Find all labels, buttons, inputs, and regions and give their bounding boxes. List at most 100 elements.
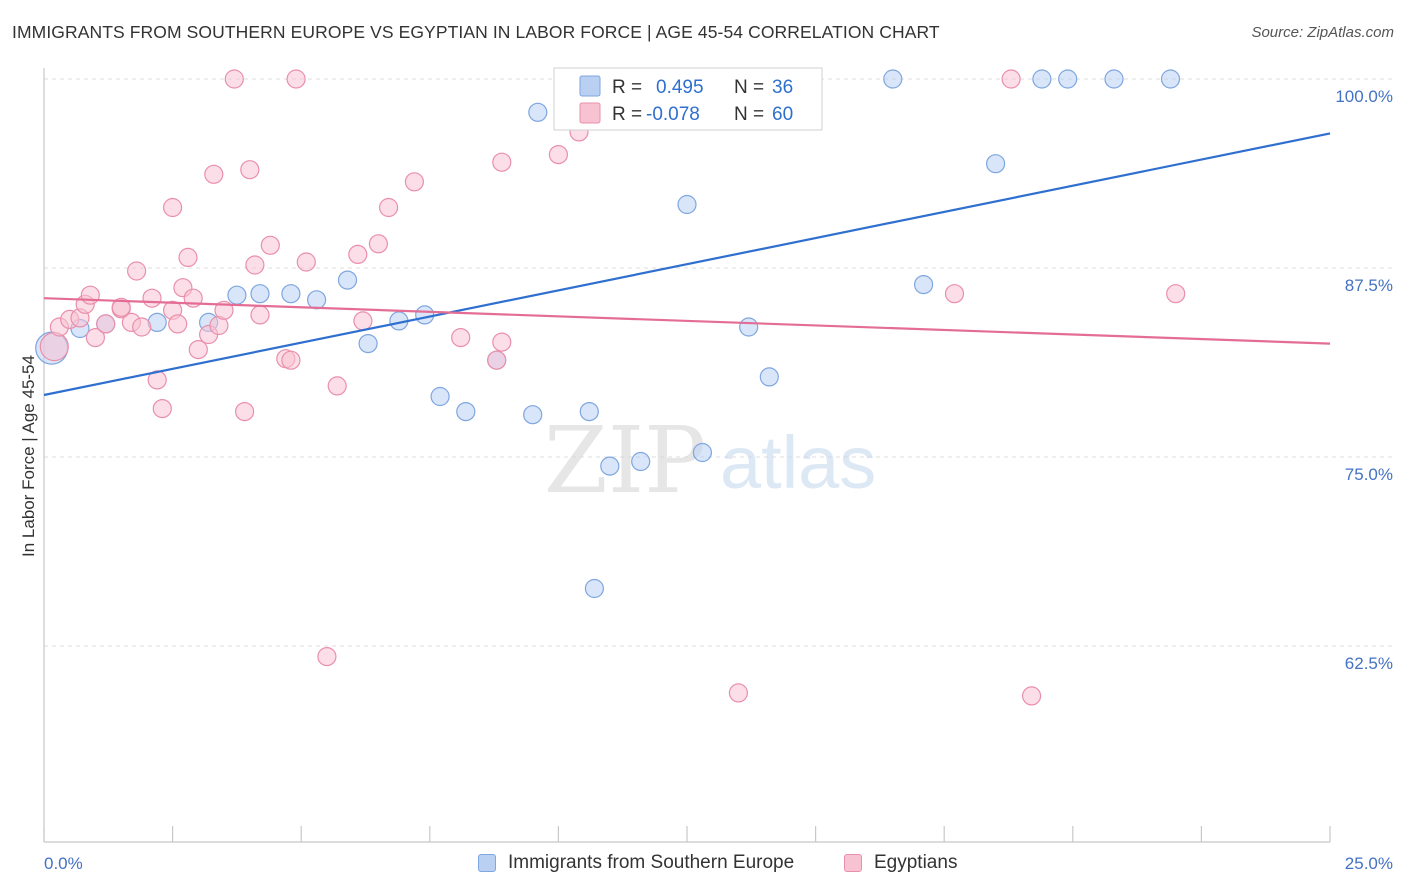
point-southern-europe: [307, 290, 327, 310]
point-southern-europe: [250, 284, 270, 304]
point-egyptians: [96, 314, 116, 334]
series-swatch-pink: [844, 854, 862, 872]
point-southern-europe: [415, 305, 435, 325]
point-egyptians: [132, 317, 152, 337]
point-southern-europe: [692, 442, 713, 463]
series-legend-item-egyptians: Egyptians: [844, 852, 957, 874]
point-southern-europe: [281, 284, 301, 304]
point-southern-europe: [913, 275, 934, 295]
point-egyptians: [235, 402, 255, 422]
point-egyptians: [163, 197, 183, 218]
legend-n-value-pink: 60: [772, 104, 793, 125]
trend-lines: [43, 132, 1331, 397]
point-egyptians: [168, 314, 188, 334]
point-southern-europe: [227, 285, 247, 305]
point-egyptians: [224, 69, 244, 89]
legend-n-label-blue: N =: [734, 77, 764, 98]
x-ticks: [43, 826, 1331, 842]
legend-r-label-pink: R =: [612, 104, 642, 125]
point-egyptians: [245, 255, 265, 275]
y-tick-label: 62.5%: [1345, 654, 1393, 673]
point-southern-europe: [584, 578, 605, 599]
watermark-zip: ZIP: [544, 407, 706, 514]
point-southern-europe: [1104, 69, 1124, 89]
point-egyptians: [39, 332, 69, 362]
y-tick-labels: 62.5% 75.0% 87.5% 100.0%: [1335, 87, 1393, 673]
point-southern-europe: [600, 456, 620, 476]
point-egyptians: [451, 328, 471, 348]
legend-r-value-pink: -0.078: [646, 104, 700, 125]
point-egyptians: [204, 164, 224, 184]
grid-lines: [44, 78, 1392, 647]
y-tick-label: 87.5%: [1345, 276, 1393, 295]
y-tick-label: 75.0%: [1345, 465, 1393, 484]
point-egyptians: [348, 244, 368, 264]
point-egyptians: [142, 288, 162, 308]
point-southern-europe: [430, 386, 450, 407]
point-egyptians: [178, 247, 198, 267]
series-swatch-blue: [478, 854, 496, 872]
point-southern-europe: [528, 102, 548, 122]
y-axis-label: In Labor Force | Age 45-54: [19, 355, 38, 557]
point-egyptians: [728, 683, 749, 703]
legend-swatch-blue: [579, 75, 601, 97]
point-egyptians: [1166, 284, 1186, 304]
watermark-atlas: atlas: [720, 421, 876, 504]
point-egyptians: [111, 297, 131, 317]
point-egyptians: [317, 646, 337, 667]
point-egyptians: [327, 376, 347, 396]
legend-r-value-blue: 0.495: [656, 77, 704, 98]
legend-n-value-blue: 36: [772, 77, 793, 98]
legend-r-label-blue: R =: [612, 77, 642, 98]
point-southern-europe: [337, 270, 358, 290]
x-tick-label-min: 0.0%: [44, 854, 83, 873]
point-egyptians: [353, 311, 373, 331]
point-egyptians: [296, 252, 316, 272]
chart-source: Source: ZipAtlas.com: [1251, 24, 1394, 41]
legend-n-label-pink: N =: [734, 104, 764, 125]
point-egyptians: [492, 332, 512, 352]
point-southern-europe: [759, 367, 779, 387]
point-egyptians: [127, 261, 147, 281]
point-egyptians: [85, 328, 106, 348]
point-southern-europe: [456, 402, 476, 422]
series-legend-label: Egyptians: [874, 852, 958, 873]
point-egyptians: [492, 152, 512, 172]
point-egyptians: [368, 234, 388, 254]
watermark: ZIP atlas: [544, 407, 876, 514]
series-legend-label: Immigrants from Southern Europe: [508, 852, 795, 873]
point-southern-europe: [579, 402, 599, 422]
point-egyptians: [250, 305, 270, 325]
trend-line-egyptians: [43, 297, 1331, 345]
point-egyptians: [80, 285, 100, 305]
y-tick-label: 100.0%: [1335, 87, 1393, 106]
point-egyptians: [240, 160, 260, 180]
point-southern-europe: [677, 194, 697, 215]
point-egyptians: [286, 69, 306, 89]
point-egyptians: [1001, 69, 1021, 89]
series-legend: Immigrants from Southern Europe Egyptian…: [0, 852, 1406, 878]
point-egyptians: [379, 197, 399, 218]
point-southern-europe: [739, 317, 759, 337]
point-southern-europe: [883, 69, 903, 89]
correlation-legend: R = 0.495 N = 36 R = -0.078 N = 60: [553, 67, 823, 131]
chart-title: IMMIGRANTS FROM SOUTHERN EUROPE VS EGYPT…: [12, 22, 940, 42]
point-southern-europe: [631, 451, 651, 472]
point-southern-europe: [1160, 69, 1181, 89]
point-southern-europe: [358, 334, 378, 354]
point-egyptians: [404, 172, 424, 192]
point-egyptians: [188, 340, 208, 360]
point-egyptians: [1021, 686, 1042, 706]
point-egyptians: [548, 145, 569, 165]
point-southern-europe: [985, 154, 1006, 174]
point-egyptians: [944, 284, 965, 304]
point-egyptians: [487, 350, 507, 370]
x-tick-label-max: 25.0%: [1345, 854, 1393, 873]
point-egyptians: [281, 350, 301, 370]
point-southern-europe: [1032, 69, 1052, 89]
trend-line-southern-europe: [43, 132, 1331, 397]
point-southern-europe: [523, 405, 543, 425]
point-egyptians: [152, 399, 172, 419]
series-legend-item-southern-europe: Immigrants from Southern Europe: [478, 852, 794, 874]
